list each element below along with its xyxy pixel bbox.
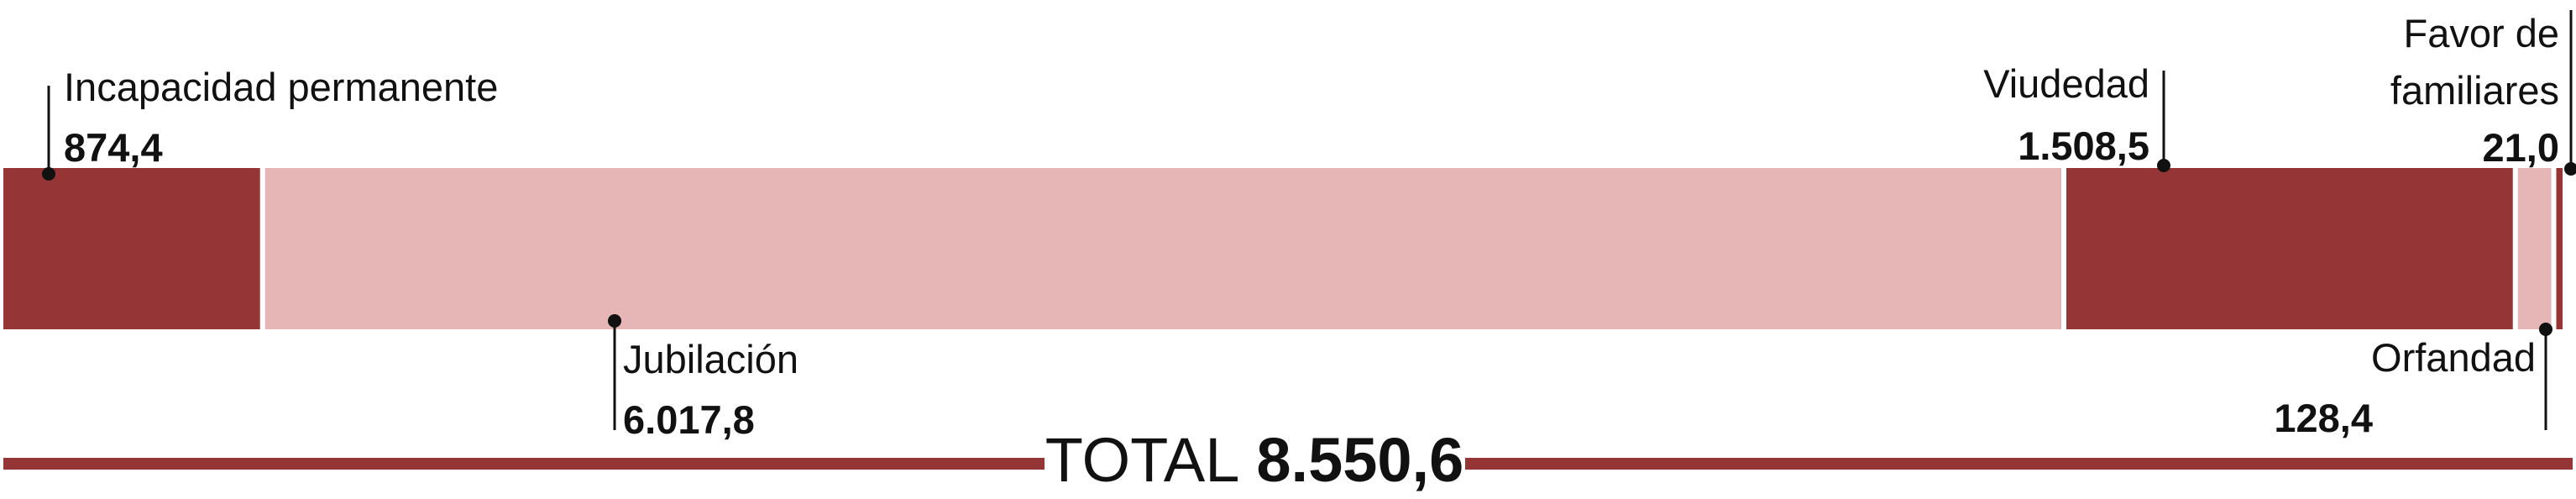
leader-dot-viudedad: [2157, 159, 2170, 172]
bar-segments: [3, 168, 2563, 329]
leader-dot-incapacidad-permanente: [42, 167, 55, 181]
leader-dot-favor-de-familiares: [2564, 162, 2576, 176]
bar-segment-incapacidad-permanente: [3, 168, 260, 329]
total-line: TOTAL 8.550,6: [3, 425, 2573, 495]
callouts: Incapacidad permanente 874,4 Jubilación 6.0…: [42, 10, 2576, 442]
total-label: TOTAL: [1045, 425, 1240, 495]
value-label-jubilacion: 6.017,8: [623, 397, 755, 442]
bar-segment-favor-de-familiares: [2556, 168, 2563, 329]
category-label-favor-de-familiares-line-1: Favor de: [2404, 11, 2559, 55]
total-text: TOTAL 8.550,6: [1045, 425, 1464, 495]
leader-dot-jubilacion: [608, 314, 621, 328]
callout-viudedad: Viudedad 1.508,5: [1983, 61, 2170, 172]
total-rule-left: [3, 458, 1045, 470]
total-value: 8.550,6: [1256, 425, 1463, 495]
callout-orfandad: Orfandad 128,4: [2274, 323, 2552, 440]
category-label-jubilacion: Jubilación: [623, 337, 798, 381]
callout-incapacidad-permanente: Incapacidad permanente 874,4: [42, 65, 498, 181]
leader-dot-orfandad: [2539, 323, 2552, 336]
bar-segment-viudedad: [2066, 168, 2513, 329]
callout-favor-de-familiares: Favor de familiares 21,0: [2390, 10, 2576, 176]
value-label-incapacidad-permanente: 874,4: [64, 125, 163, 170]
category-label-incapacidad-permanente: Incapacidad permanente: [64, 65, 498, 109]
total-rule-right: [1465, 458, 2573, 470]
value-label-favor-de-familiares: 21,0: [2483, 125, 2559, 170]
category-label-viudedad: Viudedad: [1983, 61, 2149, 106]
value-label-viudedad: 1.508,5: [2018, 123, 2149, 168]
value-label-orfandad: 128,4: [2274, 396, 2373, 440]
category-label-orfandad: Orfandad: [2371, 335, 2536, 380]
category-label-favor-de-familiares-line-2: familiares: [2390, 68, 2559, 113]
bar-segment-jubilacion: [264, 168, 2061, 329]
bar-segment-orfandad: [2517, 168, 2552, 329]
callout-jubilacion: Jubilación 6.017,8: [608, 314, 798, 442]
